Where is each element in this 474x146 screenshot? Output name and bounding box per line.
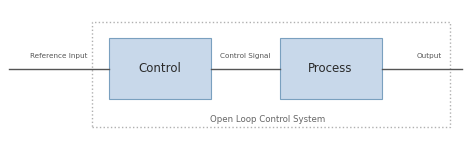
Bar (280, 38, 382, 99)
Text: Process: Process (309, 62, 353, 75)
Text: Reference Input: Reference Input (30, 53, 88, 59)
Text: Control Signal: Control Signal (220, 53, 271, 59)
Text: Control: Control (138, 62, 182, 75)
Bar (109, 38, 211, 99)
Text: Output: Output (416, 53, 442, 59)
Bar (92, 22, 450, 127)
Text: Open Loop Control System: Open Loop Control System (210, 115, 326, 124)
